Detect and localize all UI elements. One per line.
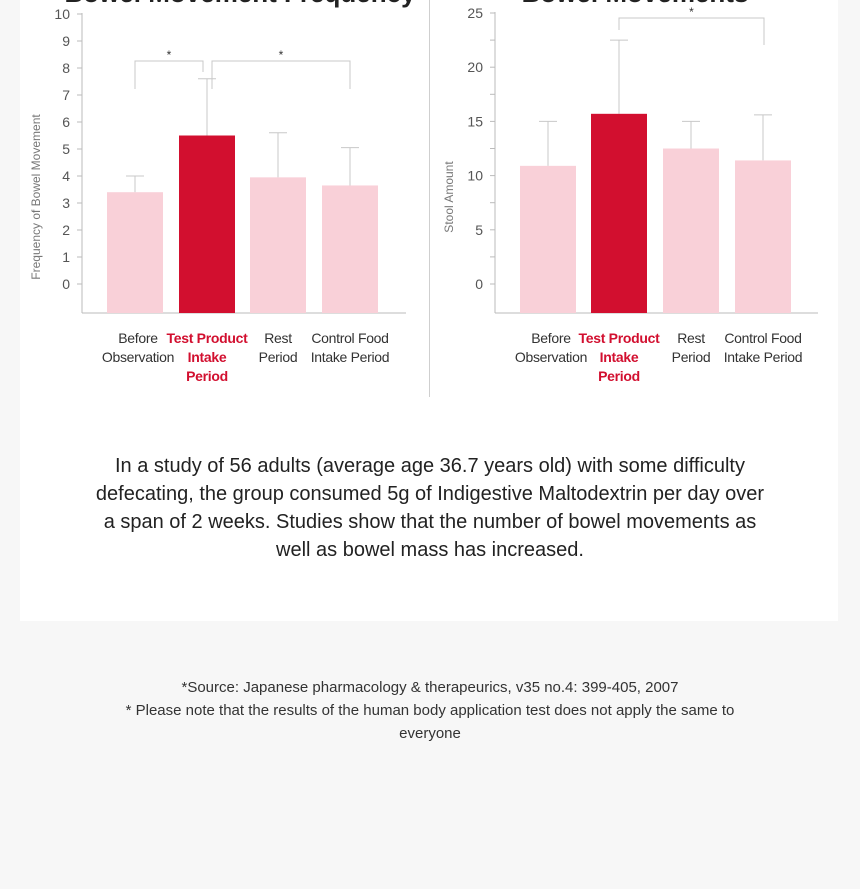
significance-marker: *: [279, 48, 284, 62]
bar: [663, 148, 719, 313]
bar: [250, 177, 306, 313]
bowel-frequency-chart: Bowel Movement Frequency 0 1 2 3 4 5 6 7 8 9 10 Freq…: [29, 0, 416, 384]
category-label: Control Food: [724, 330, 801, 346]
category-label: Control Food: [311, 330, 388, 346]
y-tick-label: 0: [475, 276, 483, 292]
category-label: Period: [259, 349, 298, 365]
y-axis-label: Stool Amount: [442, 161, 456, 233]
significance-marker: *: [167, 48, 172, 62]
y-tick-label: 0: [62, 276, 70, 292]
significance-bracket: [618, 17, 765, 45]
y-axis-label: Frequency of Bowel Movement: [29, 114, 43, 280]
significance-bracket: [134, 60, 204, 89]
category-label: Intake Period: [311, 349, 390, 365]
category-label: Observation: [515, 349, 587, 365]
y-tick-label: 5: [62, 141, 70, 157]
bar: [179, 135, 235, 313]
category-label: Intake Period: [724, 349, 803, 365]
y-tick-label: 6: [62, 114, 70, 130]
significance-marker: *: [689, 5, 694, 19]
y-tick-label: 3: [62, 195, 70, 211]
bar: [107, 192, 163, 313]
chart-title: Bowel Movement Frequency: [64, 0, 416, 8]
category-label: Period: [598, 368, 640, 384]
footnotes: *Source: Japanese pharmacology & therape…: [100, 676, 760, 745]
bar: [735, 160, 791, 313]
y-tick-label: 10: [467, 168, 483, 184]
category-label: Before: [118, 330, 158, 346]
y-tick-label: 8: [62, 60, 70, 76]
study-description: In a study of 56 adults (average age 36.…: [95, 455, 765, 561]
chart-divider: [429, 0, 430, 397]
category-label: Before: [531, 330, 571, 346]
significance-bracket: [211, 60, 351, 89]
source-note: *Source: Japanese pharmacology & therape…: [181, 679, 679, 696]
y-tick-label: 7: [62, 87, 70, 103]
bar: [591, 113, 647, 313]
category-label: Rest: [677, 330, 705, 346]
y-tick-label: 4: [62, 168, 70, 184]
y-tick-label: 15: [467, 113, 483, 129]
category-label: Test Product: [579, 330, 661, 346]
bar: [520, 165, 576, 313]
y-tick-label: 2: [62, 222, 70, 238]
category-label: Observation: [102, 349, 174, 365]
y-tick-label: 1: [62, 249, 70, 265]
category-label: Period: [672, 349, 711, 365]
y-tick-label: 10: [54, 6, 70, 22]
chart-title: Bowel Movements: [522, 0, 749, 8]
disclaimer-note: * Please note that the results of the hu…: [125, 702, 735, 742]
stool-amount-chart: Bowel Movements 0 5 10 15 20 25 Stool Amount Bef…: [442, 0, 818, 384]
y-tick-label: 5: [475, 222, 483, 238]
category-label: Rest: [264, 330, 292, 346]
bar: [322, 185, 378, 313]
y-tick-label: 20: [467, 59, 483, 75]
category-label: Period: [186, 368, 228, 384]
y-tick-label: 9: [62, 33, 70, 49]
category-label: Intake: [600, 349, 639, 365]
y-tick-label: 25: [467, 5, 483, 21]
category-label: Test Product: [167, 330, 249, 346]
category-label: Intake: [188, 349, 227, 365]
